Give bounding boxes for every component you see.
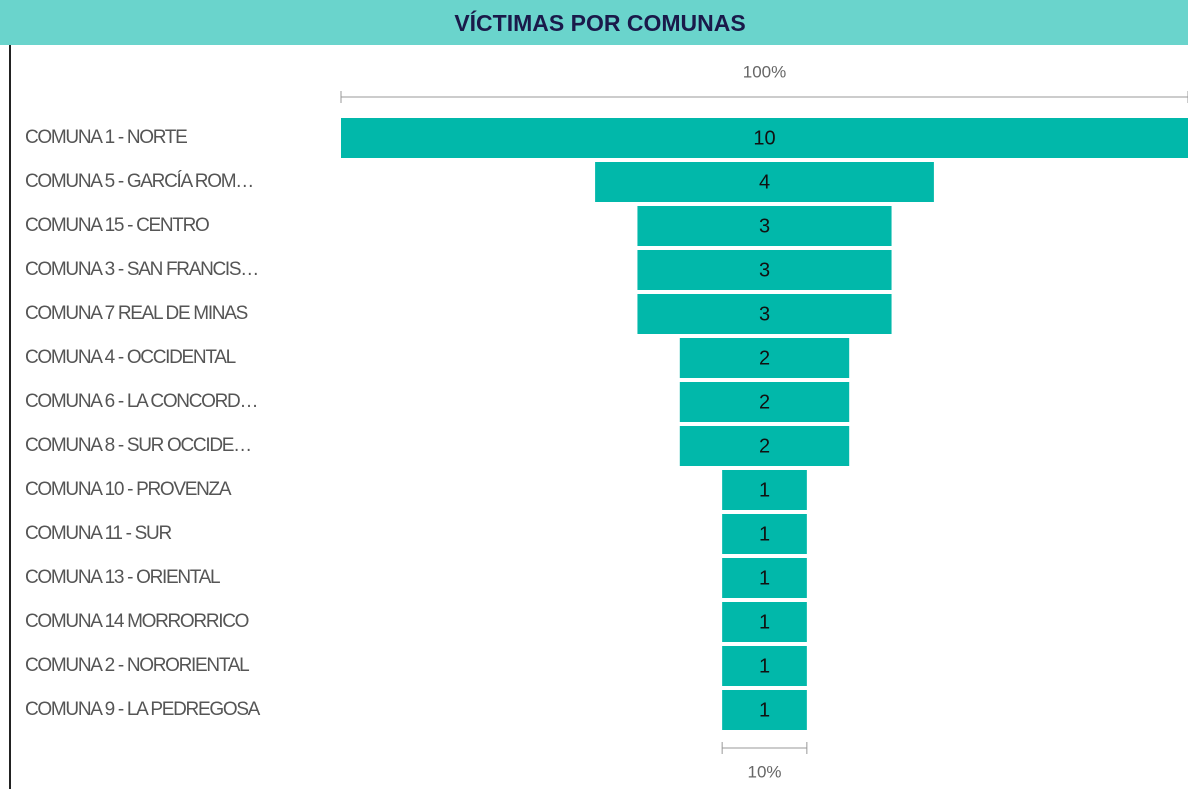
category-label: COMUNA 11 - SUR	[25, 523, 171, 544]
value-label: 3	[759, 259, 770, 281]
category-label: COMUNA 10 - PROVENZA	[25, 479, 232, 500]
category-label: COMUNA 13 - ORIENTAL	[25, 567, 220, 588]
value-label: 3	[759, 303, 770, 325]
funnel-bar	[595, 162, 934, 202]
category-label: COMUNA 15 - CENTRO	[25, 215, 209, 236]
category-label: COMUNA 1 - NORTE	[25, 127, 187, 148]
funnel-bar	[341, 118, 1188, 158]
value-label: 3	[759, 215, 770, 237]
category-label: COMUNA 2 - NORORIENTAL	[25, 655, 249, 676]
category-label: COMUNA 5 - GARCÍA ROM…	[25, 171, 253, 192]
funnel-bar	[679, 426, 850, 466]
category-label: COMUNA 9 - LA PEDREGOSA	[25, 699, 261, 720]
value-label: 1	[759, 655, 770, 677]
funnel-bar	[722, 602, 807, 642]
value-label: 10	[753, 127, 775, 149]
funnel-bar	[722, 470, 807, 510]
value-label: 2	[759, 435, 770, 457]
funnel-bar	[679, 382, 850, 422]
top-percent-label: 100%	[743, 62, 786, 81]
category-label: COMUNA 4 - OCCIDENTAL	[25, 347, 236, 368]
funnel-bar	[722, 558, 807, 598]
value-label: 1	[759, 479, 770, 501]
funnel-bar	[637, 206, 892, 246]
category-label: COMUNA 3 - SAN FRANCIS…	[25, 259, 258, 280]
title-bar	[0, 0, 1188, 45]
funnel-bar	[637, 294, 892, 334]
bottom-percent-label: 10%	[747, 762, 781, 781]
funnel-bar	[679, 338, 850, 378]
value-label: 1	[759, 567, 770, 589]
value-label: 1	[759, 699, 770, 721]
category-label: COMUNA 6 - LA CONCORD…	[25, 391, 257, 412]
value-label: 1	[759, 523, 770, 545]
funnel-bar	[722, 690, 807, 730]
value-label: 2	[759, 347, 770, 369]
funnel-bar	[722, 646, 807, 686]
value-label: 2	[759, 391, 770, 413]
funnel-bar	[637, 250, 892, 290]
value-label: 4	[759, 171, 770, 193]
funnel-bar	[722, 514, 807, 554]
chart-title: VÍCTIMAS POR COMUNAS	[454, 9, 745, 36]
category-label: COMUNA 8 - SUR OCCIDE…	[25, 435, 251, 456]
value-label: 1	[759, 611, 770, 633]
category-label: COMUNA 7 REAL DE MINAS	[25, 303, 248, 324]
category-label: COMUNA 14 MORRORRICO	[25, 611, 249, 632]
